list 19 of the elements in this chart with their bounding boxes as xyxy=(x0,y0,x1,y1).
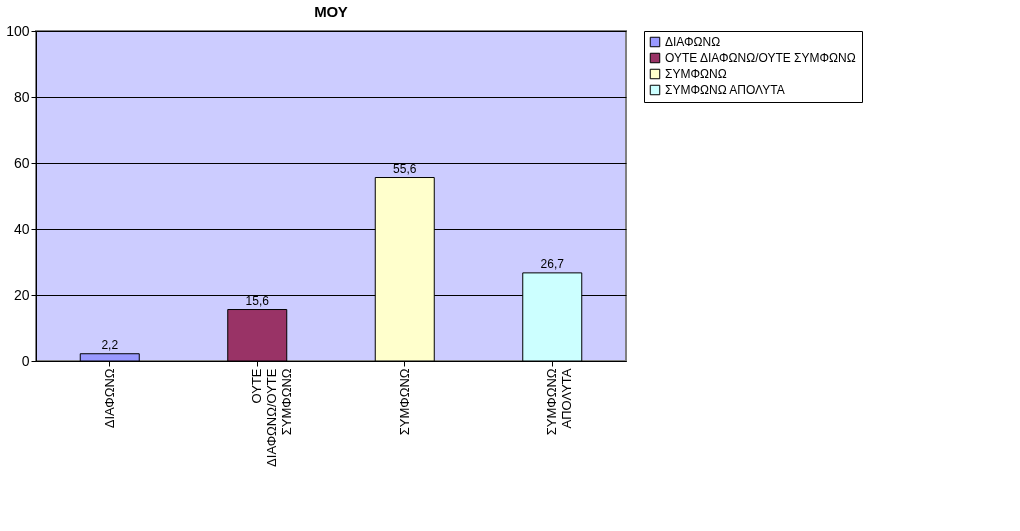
x-tick-label: ΟΥΤΕ ΔΙΑΦΩΝΩ/ΟΥΤΕ ΣΥΜΦΩΝΩ xyxy=(249,368,295,467)
data-label: 2,2 xyxy=(101,337,119,352)
legend-label: ΟΥΤΕ ΔΙΑΦΩΝΩ/ΟΥΤΕ ΣΥΜΦΩΝΩ xyxy=(665,51,856,65)
data-label: 26,7 xyxy=(540,256,565,271)
x-tick-label: ΣΥΜΦΩΝΩ ΑΠΟΛΥΤΑ xyxy=(544,368,575,436)
y-tick-label: 60 xyxy=(13,154,30,171)
data-label: 55,6 xyxy=(393,161,417,176)
chart-title: ΜΟΥ xyxy=(314,3,348,20)
y-tick-label: 0 xyxy=(21,352,30,369)
data-label: 15,6 xyxy=(245,293,270,308)
y-tick-label: 20 xyxy=(13,286,30,303)
legend-label: ΣΥΜΦΩΝΩ ΑΠΟΛΥΤΑ xyxy=(665,83,785,97)
legend-label: ΣΥΜΦΩΝΩ xyxy=(665,67,727,81)
y-tick-label: 80 xyxy=(13,88,30,105)
x-tick-label: ΔΙΑΦΩΝΩ xyxy=(101,368,117,429)
y-tick-label: 40 xyxy=(13,220,30,237)
legend-label: ΔΙΑΦΩΝΩ xyxy=(665,35,721,49)
x-tick-label: ΣΥΜΦΩΝΩ xyxy=(396,368,412,436)
y-tick-label: 100 xyxy=(6,22,30,39)
